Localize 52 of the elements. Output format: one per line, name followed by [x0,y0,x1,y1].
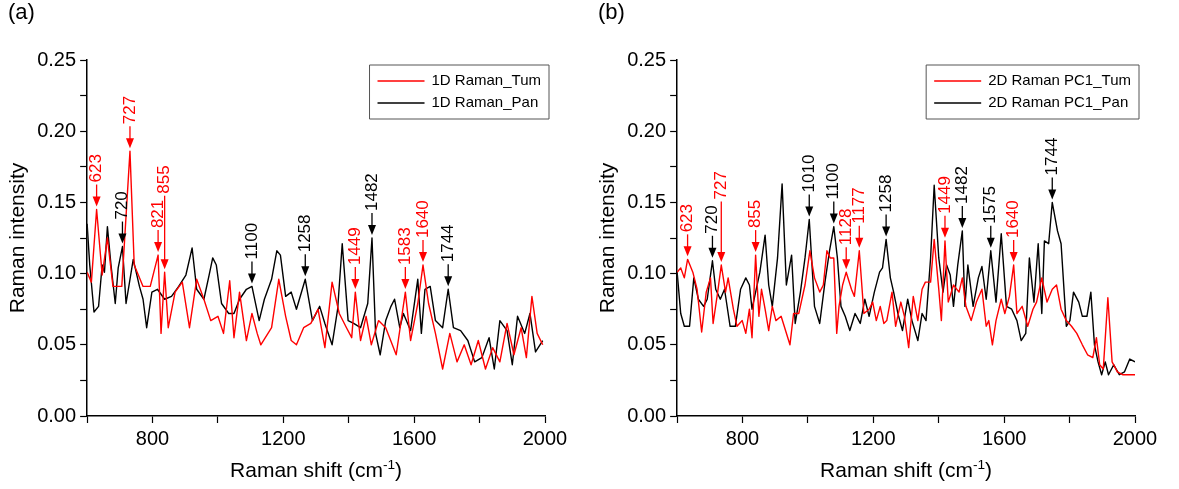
legend-label: 1D Raman_Pan [431,93,539,111]
annotation: 1258 [294,214,314,253]
y-tick-label: 0.20 [627,118,667,141]
annotation: 720 [702,205,722,234]
y-tick-label: 0.05 [627,332,667,355]
y-tick-label: 0.10 [37,261,77,284]
annotation: 1640 [1003,200,1023,239]
y-tick-label: 0.05 [37,332,77,355]
annotation: 1100 [241,222,261,260]
y-tick-label: 0.10 [627,261,667,284]
x-tick-label: 1200 [851,426,896,449]
annotation: 1482 [952,166,971,204]
annotation: 1640 [412,200,432,239]
y-tick-label: 0.00 [627,403,667,426]
annotation: 1744 [1041,137,1061,176]
annotation: 821 [147,199,167,229]
legend-label: 1D Raman_Tum [431,71,541,89]
annotation: 623 [86,154,106,183]
x-tick-label: 1600 [391,426,437,449]
y-tick-label: 0.25 [627,47,667,70]
annotation: 720 [112,191,132,220]
annotation: 727 [119,95,139,125]
annotation: 1449 [345,227,364,266]
legend-label: 2D Raman PC1_Tum [988,71,1132,89]
annotation: 1449 [934,176,954,214]
x-tick-label: 800 [135,426,170,449]
y-tick-label: 0.20 [37,118,77,141]
x-tick-label: 2000 [1112,426,1158,449]
y-tick-label: 0.15 [37,189,77,212]
x-tick-label: 1200 [261,426,306,449]
y-axis-title: Raman intensity [595,162,619,314]
annotation: 1010 [798,154,818,193]
x-tick-label: 1600 [981,426,1027,449]
x-tick-label: 800 [725,426,760,449]
y-tick-label: 0.00 [37,403,77,426]
annotation: 1100 [823,163,843,200]
y-axis-title: Raman intensity [5,162,29,314]
annotation: 623 [677,203,697,233]
annotation: 727 [710,171,730,200]
legend-label: 2D Raman PC1_Pan [988,93,1129,111]
annotation: 855 [154,165,174,194]
annotation: 1258 [875,174,895,213]
annotation: 1583 [395,227,415,266]
y-tick-label: 0.15 [627,189,667,212]
chart-title: (b) [598,0,625,25]
y-tick-label: 0.25 [37,47,77,70]
annotation: 1482 [361,173,381,211]
annotation: 855 [745,199,765,229]
x-tick-label: 2000 [522,426,568,449]
annotation: 1744 [437,224,457,263]
chart-title: (a) [8,0,35,25]
annotation: 1575 [980,185,1000,224]
